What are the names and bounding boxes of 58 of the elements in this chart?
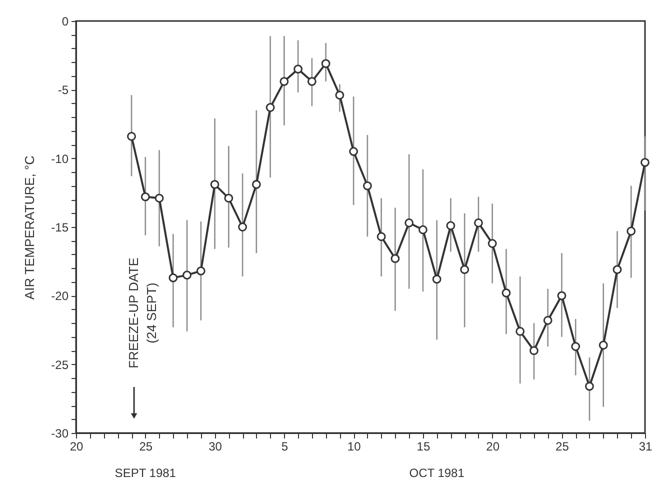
annotation: FREEZE-UP DATE (24 SEPT)	[126, 257, 160, 368]
text: SEPT 1981	[114, 466, 176, 480]
point	[362, 181, 372, 190]
point	[390, 254, 400, 264]
x-tick-label: 20	[486, 440, 500, 454]
point	[224, 194, 234, 203]
point	[238, 222, 247, 232]
point	[502, 288, 511, 298]
point	[252, 180, 261, 189]
x-tick-label: 20	[70, 440, 84, 454]
y-tick-label: -15	[51, 220, 69, 234]
point	[598, 340, 608, 350]
point	[404, 218, 414, 228]
x-tick-label: 25	[556, 440, 570, 454]
y-axis-title: AIR TEMPERATURE, °C	[22, 155, 38, 300]
point	[140, 192, 150, 202]
point	[557, 291, 566, 300]
point	[446, 221, 456, 230]
point	[585, 382, 594, 391]
point	[612, 265, 622, 274]
y-tick-label: -10	[51, 152, 69, 166]
y-tick-label: -20	[51, 289, 69, 304]
point	[196, 266, 206, 276]
point	[321, 59, 330, 68]
point	[168, 273, 178, 282]
point	[280, 76, 289, 86]
point	[432, 274, 442, 284]
x-tick-label: 25	[139, 440, 153, 454]
point	[154, 194, 164, 203]
point	[640, 158, 650, 167]
y-tick-label: -25	[51, 358, 69, 372]
point	[307, 76, 316, 86]
x-tick-label: 31	[638, 440, 652, 454]
y-tick-label: -5	[58, 83, 69, 98]
point	[516, 326, 525, 336]
point	[530, 346, 538, 356]
point	[266, 103, 275, 112]
x-tick-label: 30	[208, 440, 222, 454]
point	[418, 225, 428, 234]
point	[543, 316, 552, 325]
point	[349, 147, 358, 156]
point	[626, 226, 636, 236]
x-tick-label: 10	[347, 440, 362, 454]
point	[376, 232, 386, 242]
point	[182, 270, 192, 280]
point	[294, 64, 303, 74]
point	[474, 218, 483, 228]
x-tick-label: 5	[281, 440, 288, 454]
y-tick-label: 0	[62, 14, 69, 28]
point	[335, 90, 344, 100]
x-tick-label: 15	[416, 440, 430, 454]
point	[571, 342, 580, 351]
point	[460, 265, 470, 274]
text: OCT 1981	[409, 466, 465, 480]
y-tick-label: -30	[51, 426, 69, 440]
point	[488, 239, 497, 248]
point	[127, 132, 136, 141]
point	[210, 180, 220, 189]
